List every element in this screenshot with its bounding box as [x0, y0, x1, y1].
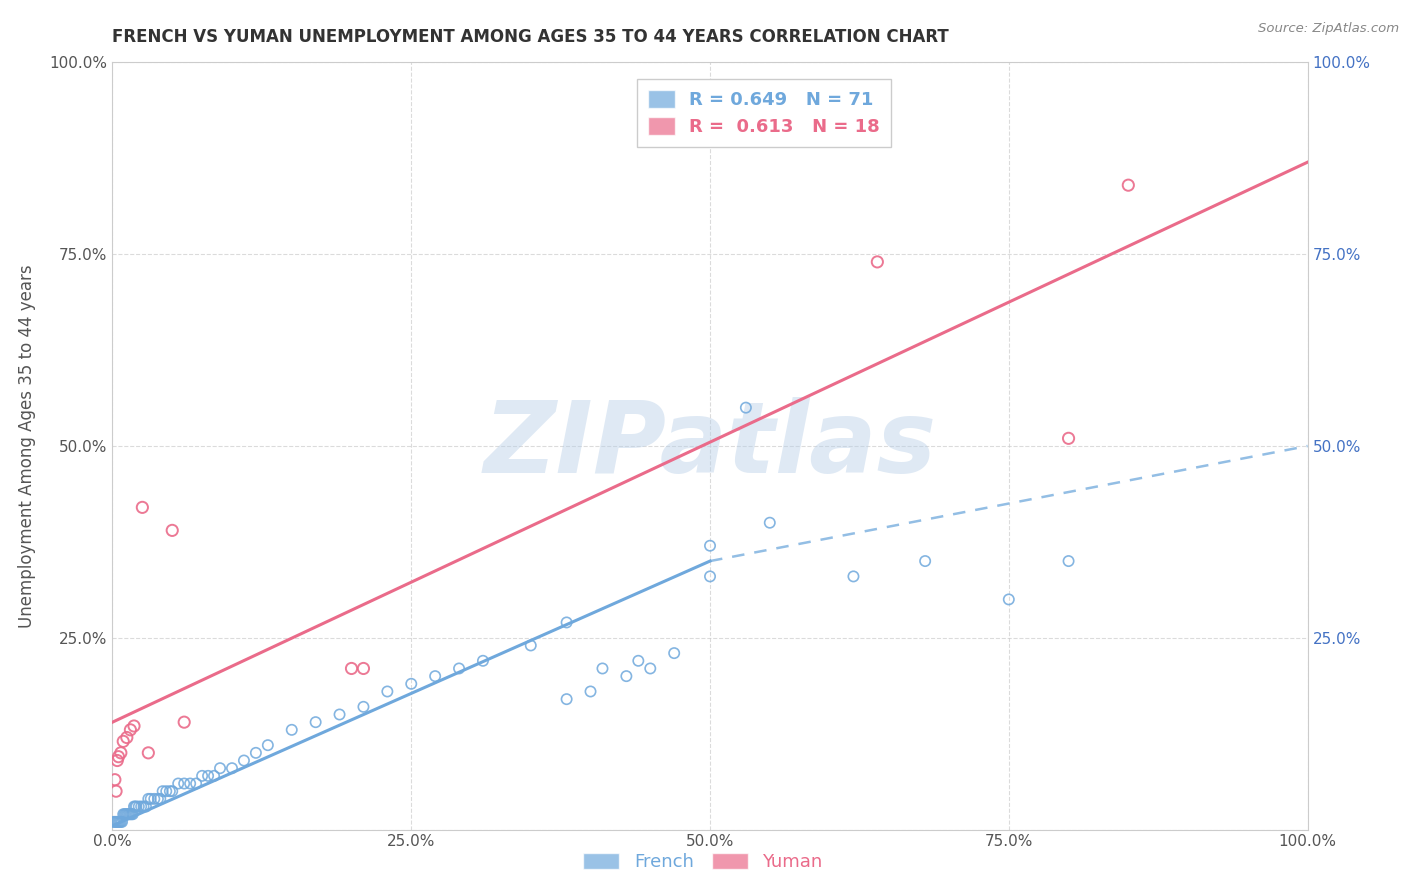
Point [138, 792, 160, 806]
Point [579, 684, 602, 698]
Point [664, 646, 686, 660]
Point [162, 784, 183, 798]
Point [131, 500, 153, 515]
Point [105, 784, 128, 798]
Text: Source: ZipAtlas.com: Source: ZipAtlas.com [1258, 22, 1399, 36]
Point [759, 516, 782, 530]
Point [425, 669, 447, 683]
Point [121, 807, 143, 822]
Point [233, 754, 256, 768]
Point [149, 792, 172, 806]
Point [352, 661, 374, 675]
Point [105, 814, 128, 829]
Point [186, 776, 208, 790]
Point [111, 814, 134, 829]
Point [108, 814, 131, 829]
Point [627, 654, 650, 668]
Point [152, 784, 174, 798]
Point [143, 792, 166, 806]
Point [447, 661, 470, 675]
Point [125, 799, 148, 814]
Point [281, 723, 304, 737]
Point [555, 692, 578, 706]
Point [155, 784, 177, 798]
Point [1118, 178, 1140, 193]
Point [110, 814, 132, 829]
Point [401, 677, 423, 691]
Point [191, 769, 214, 783]
Y-axis label: Unemployment Among Ages 35 to 44 years: Unemployment Among Ages 35 to 44 years [18, 264, 35, 628]
Point [377, 684, 399, 698]
Point [110, 746, 132, 760]
Point [197, 769, 219, 783]
Point [159, 784, 181, 798]
Point [472, 654, 495, 668]
Point [118, 807, 141, 822]
Point [112, 734, 135, 748]
Point [735, 401, 758, 415]
Point [115, 731, 138, 745]
Point [120, 807, 142, 822]
Point [167, 776, 190, 790]
Point [640, 661, 662, 675]
Point [135, 799, 157, 814]
Point [115, 807, 138, 822]
Point [105, 814, 128, 829]
Text: FRENCH VS YUMAN UNEMPLOYMENT AMONG AGES 35 TO 44 YEARS CORRELATION CHART: FRENCH VS YUMAN UNEMPLOYMENT AMONG AGES … [112, 28, 949, 45]
Point [202, 769, 225, 783]
Point [121, 807, 143, 822]
Point [128, 799, 150, 814]
Point [114, 807, 135, 822]
Point [866, 255, 889, 269]
Text: ZIPatlas: ZIPatlas [484, 398, 936, 494]
Point [329, 707, 352, 722]
Point [842, 569, 865, 583]
Point [245, 746, 267, 760]
Point [305, 715, 328, 730]
Point [914, 554, 936, 568]
Point [138, 746, 160, 760]
Point [1057, 431, 1080, 445]
Point [340, 661, 363, 675]
Point [162, 524, 183, 538]
Point [107, 749, 129, 764]
Point [107, 814, 129, 829]
Point [221, 761, 243, 775]
Point [173, 715, 195, 730]
Point [129, 799, 152, 814]
Point [616, 669, 638, 683]
Point [699, 569, 721, 583]
Point [120, 723, 142, 737]
Point [139, 792, 162, 806]
Point [124, 799, 146, 814]
Point [257, 738, 280, 752]
Point [105, 754, 128, 768]
Point [592, 661, 614, 675]
Point [699, 539, 721, 553]
Point [555, 615, 578, 630]
Point [112, 807, 135, 822]
Point [179, 776, 201, 790]
Point [117, 807, 139, 822]
Point [122, 719, 145, 733]
Point [173, 776, 195, 790]
Point [146, 792, 169, 806]
Point [104, 772, 127, 787]
Legend: French, Yuman: French, Yuman [576, 846, 830, 879]
Point [122, 799, 145, 814]
Point [209, 761, 232, 775]
Point [1057, 554, 1080, 568]
Point [103, 814, 125, 829]
Legend: R = 0.649   N = 71, R =  0.613   N = 18: R = 0.649 N = 71, R = 0.613 N = 18 [637, 79, 891, 146]
Point [104, 814, 127, 829]
Point [998, 592, 1021, 607]
Point [114, 807, 136, 822]
Point [520, 639, 543, 653]
Point [132, 799, 155, 814]
Point [352, 699, 374, 714]
